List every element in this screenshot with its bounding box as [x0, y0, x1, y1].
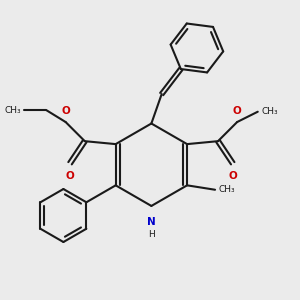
Text: O: O — [228, 172, 237, 182]
Text: CH₃: CH₃ — [219, 185, 235, 194]
Text: O: O — [61, 106, 70, 116]
Text: O: O — [233, 106, 242, 116]
Text: CH₃: CH₃ — [4, 106, 21, 115]
Text: O: O — [66, 172, 74, 182]
Text: N: N — [147, 217, 156, 227]
Text: H: H — [148, 230, 155, 239]
Text: CH₃: CH₃ — [261, 107, 278, 116]
